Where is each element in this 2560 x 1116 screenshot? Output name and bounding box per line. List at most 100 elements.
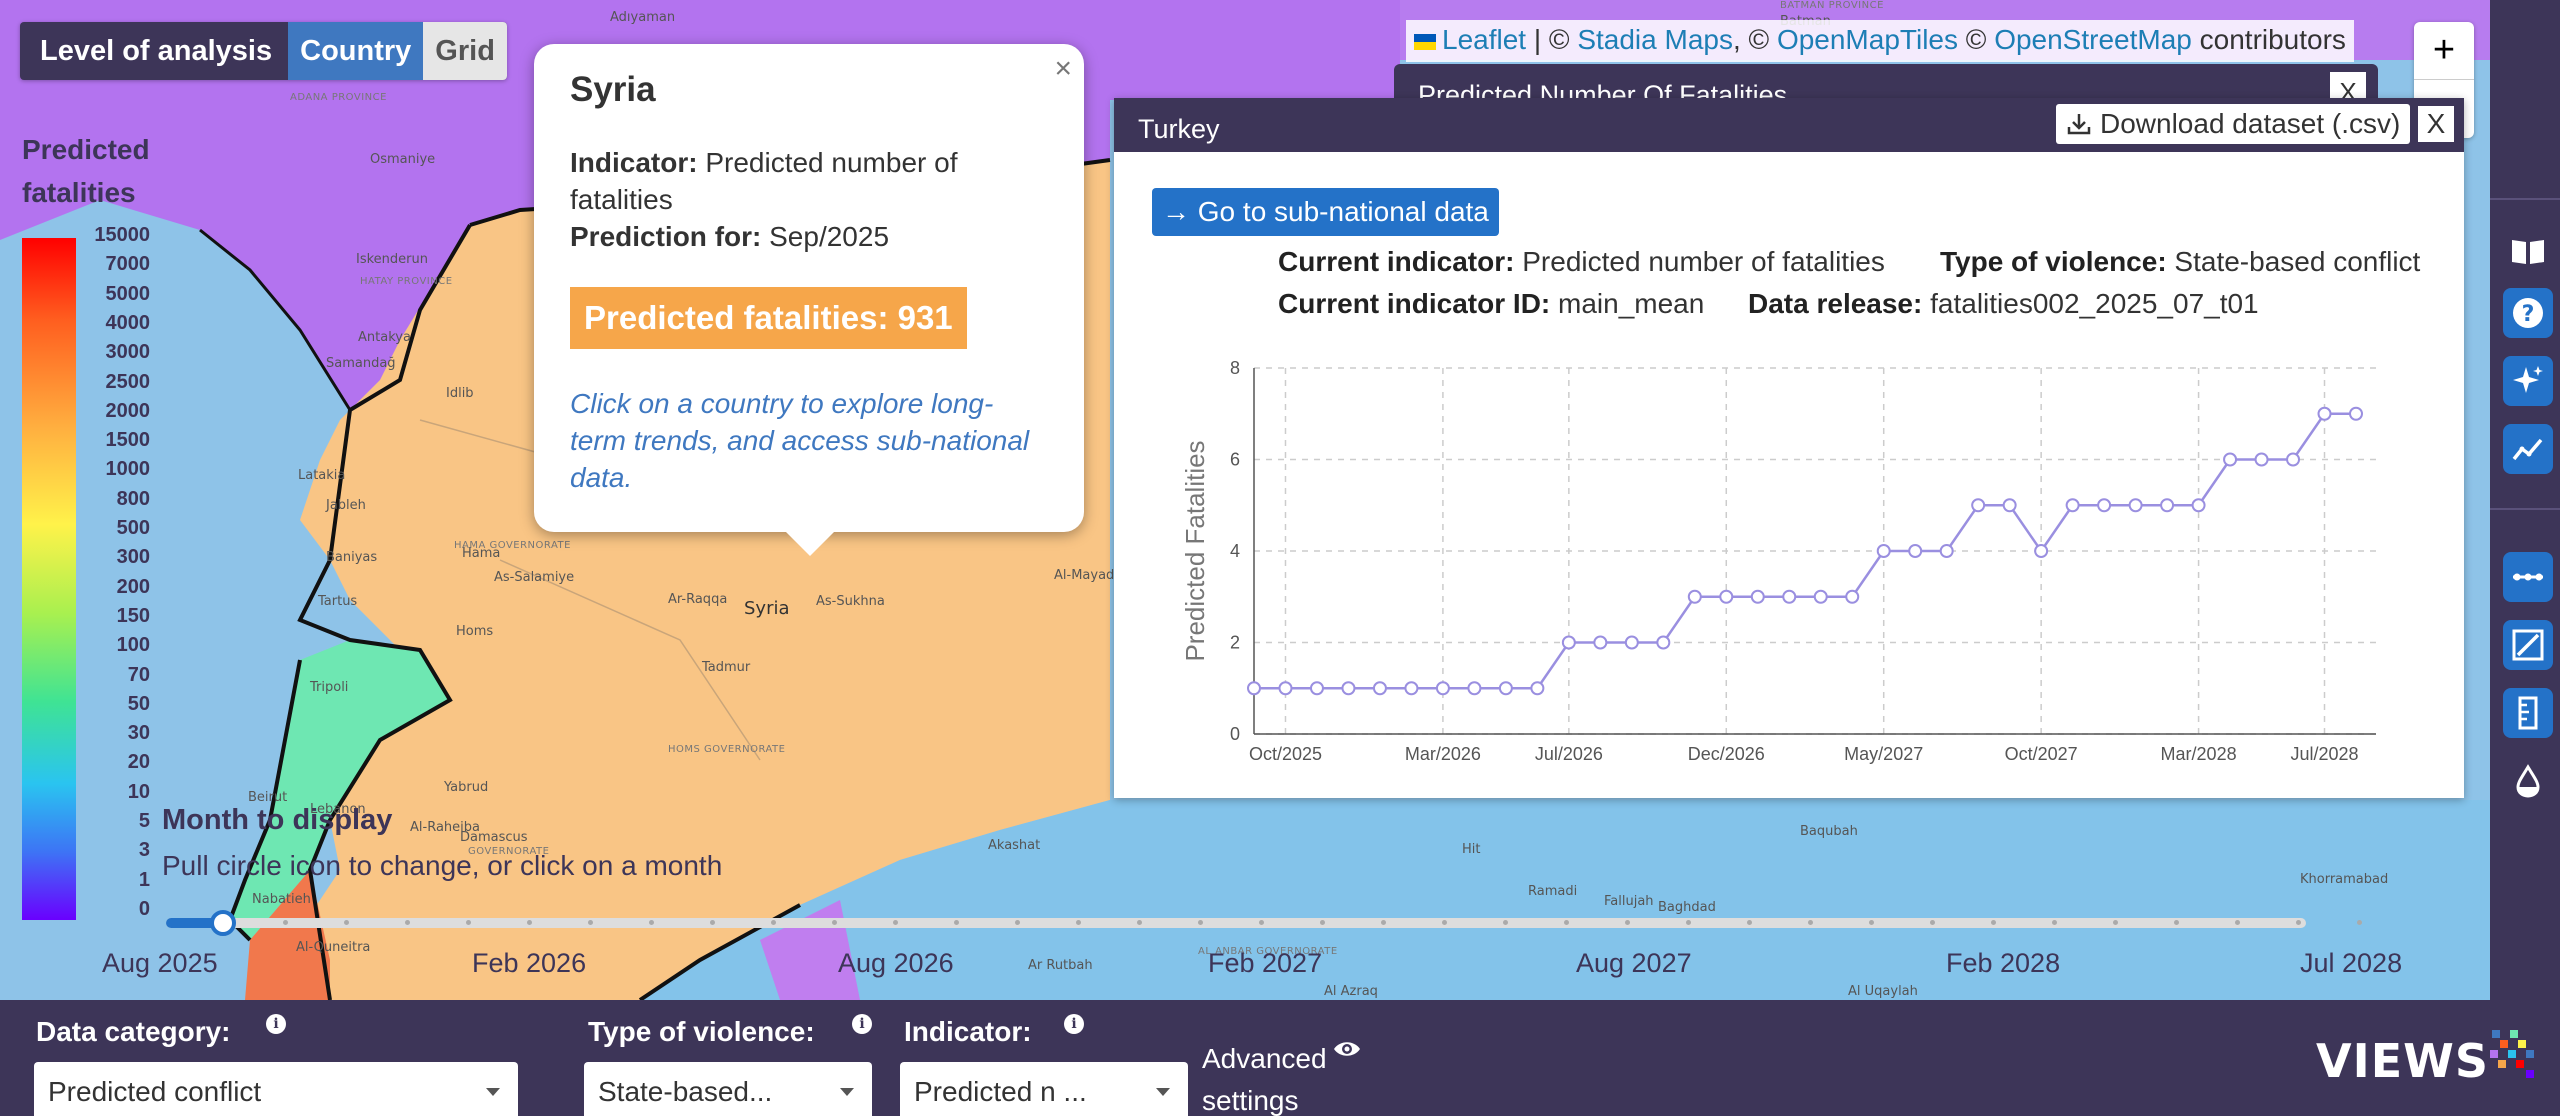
openstreetmap-link[interactable]: OpenStreetMap <box>1994 24 2192 55</box>
sparkle-icon[interactable] <box>2503 356 2553 406</box>
month-slider-tick[interactable] <box>1076 920 1081 925</box>
month-slider-tick[interactable] <box>1686 920 1691 925</box>
violence-type-label: Type of violence: <box>588 1016 815 1047</box>
month-slider-tick[interactable] <box>1198 920 1203 925</box>
openmaptiles-link[interactable]: OpenMapTiles <box>1776 24 1958 55</box>
month-slider-thumb[interactable] <box>210 910 236 936</box>
chart-data-point <box>2097 498 2112 513</box>
download-dataset-button[interactable]: Download dataset (.csv) <box>2056 104 2411 144</box>
month-label[interactable]: Feb 2027 <box>1208 948 1323 978</box>
month-slider-tick[interactable] <box>893 920 898 925</box>
month-slider-tick[interactable] <box>710 920 715 925</box>
month-slider-tick[interactable] <box>2052 920 2057 925</box>
help-icon[interactable]: ? <box>2503 288 2553 338</box>
legend-tick-label: 1 <box>138 868 150 891</box>
chart-data-point <box>2223 452 2238 467</box>
download-label: Download dataset (.csv) <box>2100 108 2401 139</box>
month-label[interactable]: Feb 2028 <box>1946 948 2061 978</box>
month-slider-tick[interactable] <box>283 920 288 925</box>
advanced-settings-toggle[interactable]: Advanced settings <box>1202 1038 1360 1116</box>
month-slider-tick[interactable] <box>2296 920 2301 925</box>
month-slider-tick[interactable] <box>344 920 349 925</box>
month-slider-tick[interactable] <box>2235 920 2240 925</box>
map-place-label: Damascus <box>460 830 528 845</box>
month-slider-tick[interactable] <box>1320 920 1325 925</box>
legend-tick-label: 800 <box>116 487 150 510</box>
panel-close-button[interactable]: X <box>2416 104 2456 144</box>
data-release: Data release: fatalities002_2025_07_t01 <box>1748 288 2259 319</box>
legend-tick-label: 3 <box>138 839 150 862</box>
map-place-label: Beirut <box>248 790 288 805</box>
month-slider-tick[interactable] <box>1808 920 1813 925</box>
month-slider-tick[interactable] <box>2357 920 2362 925</box>
month-slider-tick[interactable] <box>771 920 776 925</box>
violence-type-select[interactable]: State-based... <box>584 1062 872 1116</box>
month-label[interactable]: Aug 2026 <box>838 948 954 978</box>
legend-tick-label: 20 <box>127 751 150 774</box>
month-slider-track[interactable] <box>166 918 2306 928</box>
data-category-select[interactable]: Predicted conflict <box>34 1062 518 1116</box>
month-slider-tick[interactable] <box>1991 920 1996 925</box>
legend-color-bar <box>22 238 76 920</box>
month-slider-tick[interactable] <box>1137 920 1142 925</box>
zoom-in-button[interactable]: + <box>2414 22 2474 80</box>
month-slider-tick[interactable] <box>466 920 471 925</box>
stadia-link[interactable]: Stadia Maps <box>1577 24 1733 55</box>
month-slider-tick[interactable] <box>405 920 410 925</box>
level-option-country[interactable]: Country <box>288 22 424 80</box>
chart-data-point <box>1845 589 1860 604</box>
month-slider-tick[interactable] <box>1930 920 1935 925</box>
views-pixel-logo-icon <box>2490 1030 2534 1078</box>
water-drop-icon[interactable] <box>2503 756 2553 806</box>
month-label[interactable]: Feb 2026 <box>472 948 587 978</box>
month-slider-tick[interactable] <box>1259 920 1264 925</box>
ruler-icon[interactable] <box>2503 688 2553 738</box>
chart-x-tick-label: Mar/2028 <box>2161 744 2237 764</box>
subnational-data-button[interactable]: → Go to sub-national data <box>1152 188 1499 236</box>
violence-type-value: State-based... <box>598 1076 773 1107</box>
trend-chart-icon[interactable] <box>2503 424 2553 474</box>
data-category-info-icon[interactable]: i <box>266 1014 286 1034</box>
month-slider-tick[interactable] <box>1381 920 1386 925</box>
map-place-label: Osmaniye <box>370 152 436 167</box>
month-label[interactable]: Aug 2025 <box>102 948 218 978</box>
popup-close-button[interactable]: × <box>1054 52 1072 85</box>
current-indicator-id: Current indicator ID: main_mean <box>1278 288 1705 319</box>
month-slider-tick[interactable] <box>1869 920 1874 925</box>
month-slider-tick[interactable] <box>1747 920 1752 925</box>
month-slider-tick[interactable] <box>1625 920 1630 925</box>
month-slider-tick[interactable] <box>2113 920 2118 925</box>
chart-data-point <box>1876 544 1891 558</box>
month-slider-tick[interactable] <box>527 920 532 925</box>
image-edit-icon[interactable] <box>2503 620 2553 670</box>
month-slider-tick[interactable] <box>1564 920 1569 925</box>
chart-data-point <box>1498 681 1513 696</box>
month-slider-tick[interactable] <box>832 920 837 925</box>
month-slider-tick[interactable] <box>588 920 593 925</box>
map-place-label: Hama <box>462 546 501 561</box>
month-label[interactable]: Aug 2027 <box>1576 948 1692 978</box>
month-slider-tick[interactable] <box>1442 920 1447 925</box>
dotted-line-icon[interactable] <box>2503 552 2553 602</box>
indicator-select[interactable]: Predicted n ... <box>900 1062 1188 1116</box>
chart-data-point <box>2034 544 2049 558</box>
chart-data-point <box>2160 498 2175 513</box>
legend-tick-label: 300 <box>116 546 150 569</box>
month-slider-tick[interactable] <box>1503 920 1508 925</box>
month-label[interactable]: Jul 2028 <box>2300 948 2403 978</box>
month-slider-tick[interactable] <box>2174 920 2179 925</box>
book-icon[interactable] <box>2503 226 2553 276</box>
chart-data-point <box>1908 544 1923 558</box>
chart-data-point <box>1750 589 1765 604</box>
chart-data-point <box>1939 544 1954 558</box>
indicator-info-icon[interactable]: i <box>1064 1014 1084 1034</box>
ukraine-flag-icon <box>1414 33 1436 50</box>
month-slider-tick[interactable] <box>1015 920 1020 925</box>
month-slider-tick[interactable] <box>954 920 959 925</box>
violence-type-info-icon[interactable]: i <box>852 1014 872 1034</box>
level-option-grid[interactable]: Grid <box>423 22 507 80</box>
map-place-label: Samandağ <box>326 356 396 371</box>
month-slider-tick[interactable] <box>649 920 654 925</box>
leaflet-link[interactable]: Leaflet <box>1442 24 1527 55</box>
chevron-down-icon <box>840 1088 854 1096</box>
